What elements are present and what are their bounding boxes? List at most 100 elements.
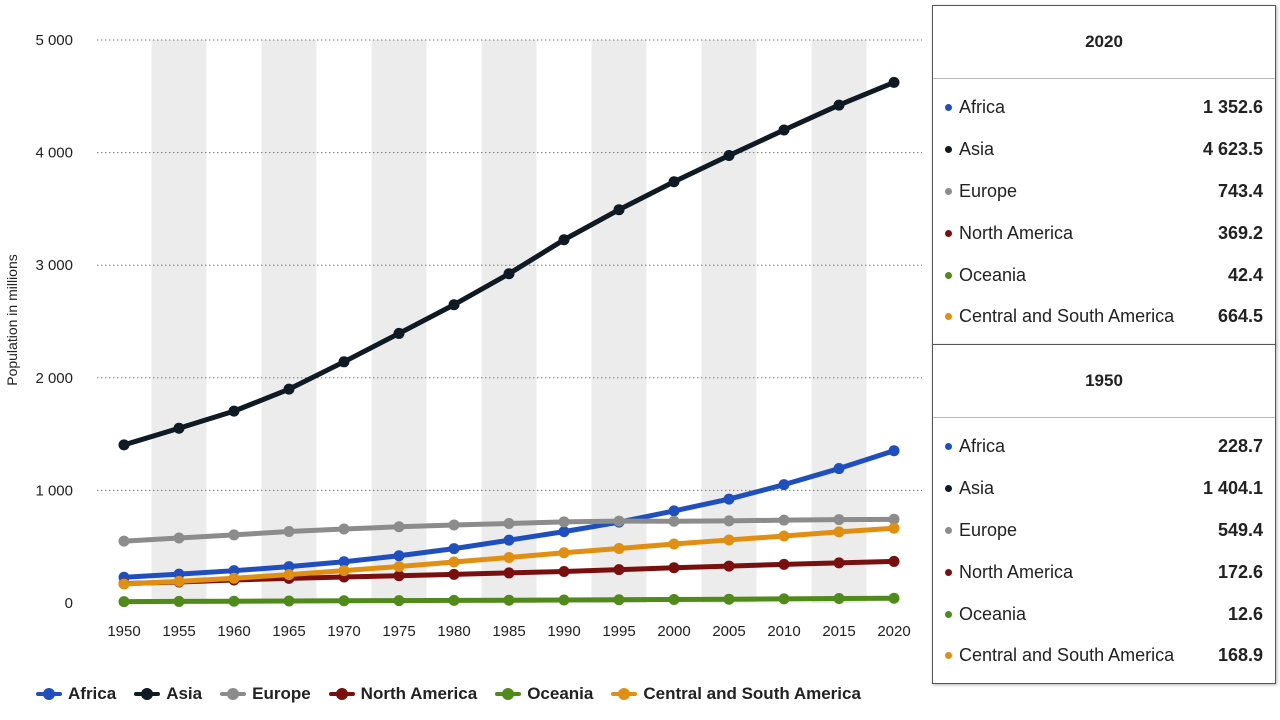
data-point[interactable] [228,529,240,541]
legend-label: Central and South America [643,684,861,703]
data-point[interactable] [723,593,735,605]
tooltip-row: North America 172.6 [933,551,1275,593]
background-band [811,40,867,603]
data-point[interactable] [888,592,900,604]
y-tick-label: 4 000 [35,145,73,162]
background-band [261,40,317,603]
data-point[interactable] [888,513,900,525]
data-point[interactable] [668,505,680,517]
data-point[interactable] [723,534,735,546]
data-point[interactable] [503,268,515,280]
legend-label: North America [360,684,478,703]
data-point[interactable] [778,593,790,605]
data-point[interactable] [118,596,130,608]
data-point[interactable] [448,299,460,311]
series-dot-icon [945,652,952,660]
data-point[interactable] [888,76,900,88]
data-point[interactable] [448,556,460,568]
legend-label: Oceania [527,684,594,703]
data-point[interactable] [668,562,680,574]
data-point[interactable] [173,575,185,587]
data-point[interactable] [393,570,405,582]
data-point[interactable] [448,519,460,531]
legend-swatch [495,688,522,700]
data-point[interactable] [613,543,625,555]
data-point[interactable] [558,516,570,528]
data-point[interactable] [613,515,625,527]
tooltip-series-name: North America [959,561,1074,582]
data-point[interactable] [558,234,570,246]
data-point[interactable] [723,560,735,572]
data-point[interactable] [668,593,680,605]
data-point[interactable] [118,439,130,451]
data-point[interactable] [503,594,515,606]
data-point[interactable] [833,463,845,475]
data-point[interactable] [503,552,515,564]
legend-label: Africa [68,684,117,703]
data-point[interactable] [283,383,295,395]
data-point[interactable] [613,204,625,216]
data-point[interactable] [833,557,845,569]
data-point[interactable] [723,150,735,162]
data-point[interactable] [723,493,735,505]
data-point[interactable] [338,556,350,568]
data-point[interactable] [393,561,405,573]
data-point[interactable] [503,534,515,546]
data-point[interactable] [778,558,790,570]
data-point[interactable] [503,567,515,579]
data-point[interactable] [393,595,405,607]
data-point[interactable] [173,422,185,434]
legend-item-europe[interactable]: Europe [220,684,311,704]
data-point[interactable] [283,595,295,607]
data-point[interactable] [833,514,845,526]
data-point[interactable] [283,525,295,537]
data-point[interactable] [558,526,570,538]
data-point[interactable] [173,532,185,544]
data-point[interactable] [228,405,240,417]
data-point[interactable] [778,514,790,526]
data-point[interactable] [118,578,130,590]
data-point[interactable] [173,595,185,607]
data-point[interactable] [558,594,570,606]
data-point[interactable] [833,99,845,111]
data-point[interactable] [613,564,625,576]
data-point[interactable] [283,561,295,573]
data-point[interactable] [228,595,240,607]
legend-item-asia[interactable]: Asia [134,684,202,704]
data-point[interactable] [338,565,350,577]
data-point[interactable] [833,593,845,605]
data-point[interactable] [668,538,680,550]
data-point[interactable] [228,572,240,584]
legend-item-north-america[interactable]: North America [328,684,478,704]
data-point[interactable] [668,176,680,188]
data-point[interactable] [778,530,790,542]
data-point[interactable] [558,547,570,559]
legend-item-central-and-south-america[interactable]: Central and South America [611,684,861,704]
data-point[interactable] [558,565,570,577]
data-point[interactable] [723,515,735,527]
data-point[interactable] [393,521,405,533]
data-point[interactable] [503,518,515,530]
data-point[interactable] [118,535,130,547]
data-point[interactable] [448,543,460,555]
data-point[interactable] [228,565,240,577]
population-line-chart: 0 1 000 2 000 3 000 4 000 5 000 1950 1955 1960 1… [4,32,922,640]
data-point[interactable] [448,594,460,606]
data-point[interactable] [833,526,845,538]
data-point[interactable] [778,124,790,136]
data-point[interactable] [338,523,350,535]
data-point[interactable] [888,445,900,457]
data-point[interactable] [613,594,625,606]
data-point[interactable] [778,479,790,491]
data-point[interactable] [338,356,350,368]
data-point[interactable] [888,555,900,567]
data-point[interactable] [888,522,900,534]
data-point[interactable] [393,327,405,339]
legend-item-oceania[interactable]: Oceania [495,684,593,704]
legend-item-africa[interactable]: Africa [36,684,116,704]
data-point[interactable] [393,550,405,562]
data-point[interactable] [668,515,680,527]
data-point[interactable] [338,595,350,607]
data-point[interactable] [448,568,460,580]
data-point[interactable] [283,569,295,581]
